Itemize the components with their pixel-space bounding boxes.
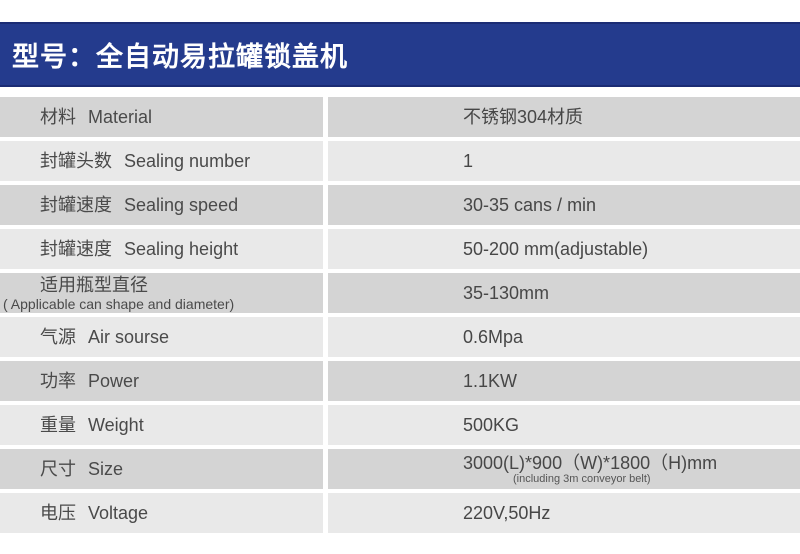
spec-value-cell: 50-200 mm(adjustable) xyxy=(328,229,800,269)
spec-label-zh: 重量 xyxy=(40,414,76,435)
page-title: 型号：全自动易拉罐锁盖机 xyxy=(12,42,348,72)
spec-value: 不锈钢304材质 xyxy=(463,107,584,127)
spec-value-cell: 3000(L)*900（W)*1800（H)mm (including 3m c… xyxy=(328,449,800,489)
table-row: 封罐速度 Sealing speed 30-35 cans / min xyxy=(0,185,800,225)
spec-value-subtext: (including 3m conveyor belt) xyxy=(513,473,651,485)
table-row: 封罐头数 Sealing number 1 xyxy=(0,141,800,181)
spec-value: 1 xyxy=(463,151,474,171)
spec-label-cell: 气源 Air sourse xyxy=(0,317,323,357)
spec-label-cell: 功率 Power xyxy=(0,361,323,401)
table-row: 电压 Voltage 220V,50Hz xyxy=(0,493,800,533)
spec-value-cell: 1 xyxy=(328,141,800,181)
spec-table: 材料 Material 不锈钢304材质 封罐头数 Sealing number 1… xyxy=(0,97,800,537)
spec-label-subtext: ( Applicable can shape and diameter) xyxy=(3,295,235,312)
spec-label-zh: 适用瓶型直径 xyxy=(40,274,148,295)
spec-label-zh: 封罐速度 xyxy=(40,238,112,259)
spec-label-zh: 气源 xyxy=(40,326,76,347)
spec-value: 30-35 cans / min xyxy=(463,195,597,215)
table-row: 尺寸 Size 3000(L)*900（W)*1800（H)mm (includi… xyxy=(0,449,800,489)
spec-label-en: Weight xyxy=(88,414,144,435)
spec-label-zh: 封罐速度 xyxy=(40,194,112,215)
spec-value-cell: 35-130mm xyxy=(328,273,800,313)
spec-label-en: Sealing number xyxy=(124,150,251,171)
spec-label-en: Size xyxy=(88,458,124,479)
spec-label-zh: 尺寸 xyxy=(40,458,76,479)
spec-label-cell: 适用瓶型直径 ( Applicable can shape and diamet… xyxy=(0,273,323,313)
spec-label-en: Power xyxy=(88,370,140,391)
spec-value: 220V,50Hz xyxy=(463,503,551,523)
spec-label-en: Voltage xyxy=(88,502,149,523)
spec-value-cell: 1.1KW xyxy=(328,361,800,401)
spec-value: 1.1KW xyxy=(463,371,518,391)
table-row: 适用瓶型直径 ( Applicable can shape and diamet… xyxy=(0,273,800,313)
spec-label-cell: 重量 Weight xyxy=(0,405,323,445)
spec-label-cell: 封罐头数 Sealing number xyxy=(0,141,323,181)
spec-label-cell: 封罐速度 Sealing speed xyxy=(0,185,323,225)
spec-value: 500KG xyxy=(463,415,520,435)
spec-value-cell: 0.6Mpa xyxy=(328,317,800,357)
spec-label-cell: 电压 Voltage xyxy=(0,493,323,533)
spec-value: 35-130mm xyxy=(463,283,550,303)
table-row: 功率 Power 1.1KW xyxy=(0,361,800,401)
spec-value: 50-200 mm(adjustable) xyxy=(463,239,649,259)
spec-label-en: Air sourse xyxy=(88,326,170,347)
table-row: 重量 Weight 500KG xyxy=(0,405,800,445)
spec-label-en: Sealing speed xyxy=(124,194,239,215)
spec-label-zh: 电压 xyxy=(40,502,76,523)
spec-label-cell: 尺寸 Size xyxy=(0,449,323,489)
spec-label-zh: 功率 xyxy=(40,370,76,391)
table-row: 气源 Air sourse 0.6Mpa xyxy=(0,317,800,357)
spec-label-cell: 封罐速度 Sealing height xyxy=(0,229,323,269)
table-row: 材料 Material 不锈钢304材质 xyxy=(0,97,800,137)
spec-value: 3000(L)*900（W)*1800（H)mm xyxy=(463,453,718,473)
spec-value-cell: 不锈钢304材质 xyxy=(328,97,800,137)
table-row: 封罐速度 Sealing height 50-200 mm(adjustable) xyxy=(0,229,800,269)
spec-value-cell: 500KG xyxy=(328,405,800,445)
spec-label-en: Sealing height xyxy=(124,238,239,259)
spec-value: 0.6Mpa xyxy=(463,327,524,347)
spec-label-en: Material xyxy=(88,106,153,127)
spec-label-cell: 材料 Material xyxy=(0,97,323,137)
spec-value-cell: 30-35 cans / min xyxy=(328,185,800,225)
model-title-bar: 型号：全自动易拉罐锁盖机 xyxy=(0,22,800,87)
spec-value-cell: 220V,50Hz xyxy=(328,493,800,533)
spec-label-zh: 材料 xyxy=(40,106,76,127)
spec-label-zh: 封罐头数 xyxy=(40,150,112,171)
